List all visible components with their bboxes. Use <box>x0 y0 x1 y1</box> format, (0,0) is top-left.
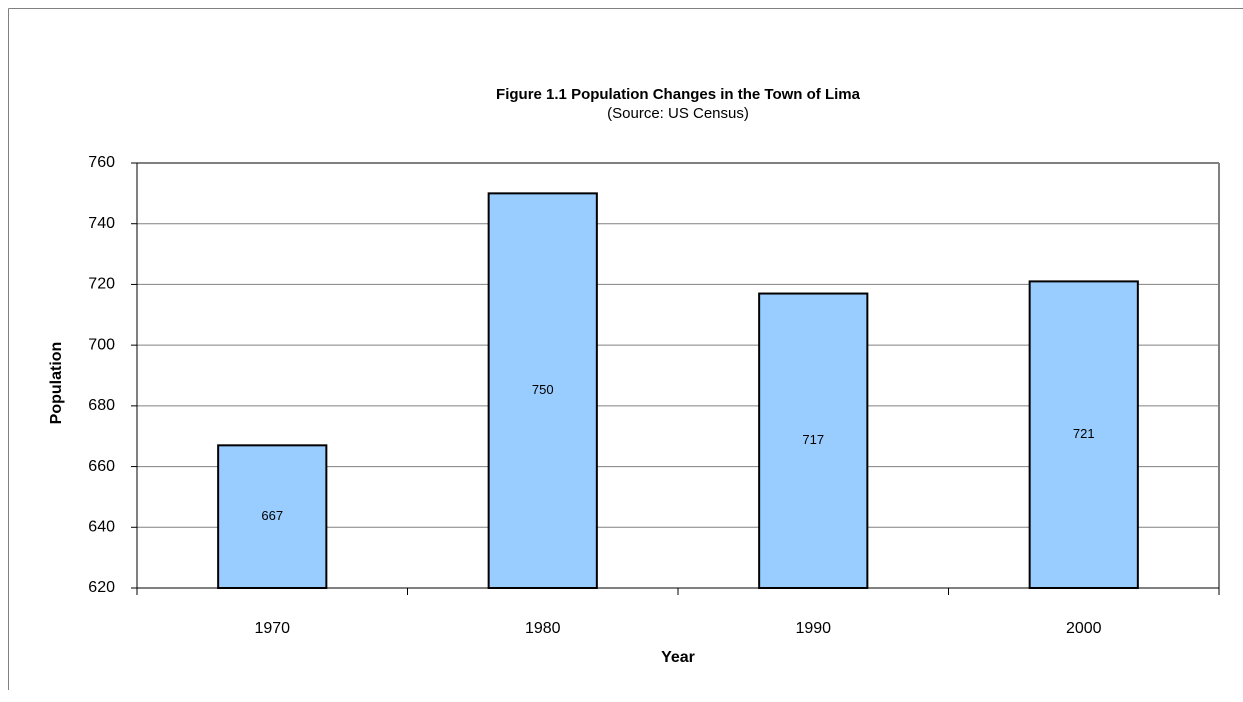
data-label: 721 <box>1073 426 1095 441</box>
y-tick-label: 700 <box>88 336 115 353</box>
y-tick-label: 660 <box>88 458 115 475</box>
y-tick-label: 640 <box>88 519 115 536</box>
chart-subtitle: (Source: US Census) <box>607 105 749 122</box>
data-label: 750 <box>532 382 554 397</box>
x-tick-label: 2000 <box>1066 620 1102 637</box>
data-label: 667 <box>261 508 283 523</box>
data-label: 717 <box>802 432 824 447</box>
y-tick-label: 680 <box>88 397 115 414</box>
chart-title: Figure 1.1 Population Changes in the Tow… <box>496 86 861 103</box>
y-axis-label: Population <box>48 342 65 425</box>
x-axis-label: Year <box>661 649 695 666</box>
y-tick-label: 620 <box>88 579 115 596</box>
y-tick-label: 740 <box>88 215 115 232</box>
x-tick-label: 1990 <box>795 620 831 637</box>
y-tick-label: 720 <box>88 276 115 293</box>
y-tick-label: 760 <box>88 154 115 171</box>
bar <box>217 444 328 590</box>
x-tick-label: 1980 <box>525 620 561 637</box>
x-tick-label: 1970 <box>254 620 290 637</box>
bar <box>1028 280 1139 589</box>
